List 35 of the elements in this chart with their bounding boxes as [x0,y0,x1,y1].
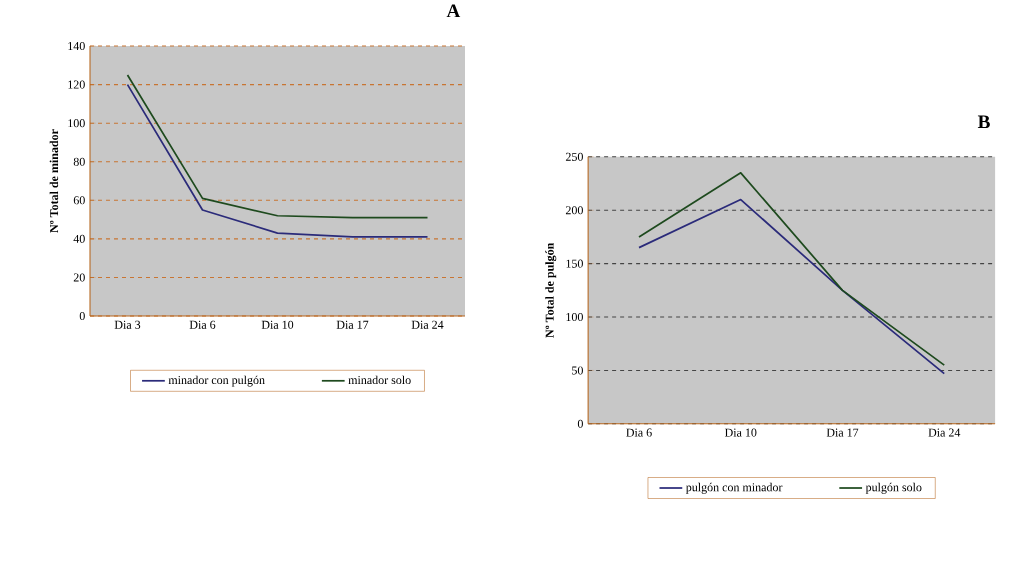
legend-label: minador con pulgón [168,375,265,387]
y-tick-label: 100 [566,313,583,322]
x-tick-label: Dia 10 [261,320,294,329]
line-series [126,74,429,219]
x-tick-label: Dia 6 [189,320,216,329]
legend-label: minador solo [348,375,411,385]
x-tick-label: Dia 3 [114,320,141,329]
x-tick-label: Dia 24 [411,320,444,329]
y-axis-title: Nº Total de minador [49,129,59,233]
y-tick-label: 200 [565,206,583,215]
x-tick-label: Dia 17 [826,428,859,437]
x-tick-label: Dia 6 [626,428,652,437]
y-tick-label: 0 [577,419,583,428]
x-tick-label: Dia 17 [336,320,369,329]
chart-title: A [446,4,461,18]
y-tick-label: 150 [566,259,583,268]
y-tick-label: 40 [73,234,85,244]
y-axis-title: Nº Total de pulgón [545,243,557,338]
y-tick-label: 120 [68,80,85,89]
x-tick-label: Dia 10 [724,428,757,437]
x-tick-label: Dia 24 [928,428,961,437]
chart-title: B [977,115,990,129]
y-tick-label: 20 [73,273,85,282]
y-tick-label: 60 [73,196,85,205]
y-tick-label: 140 [68,42,85,51]
line-series [638,172,946,367]
y-tick-label: 80 [73,157,85,166]
line-series [638,198,946,375]
line-series [126,83,429,238]
y-tick-label: 0 [79,312,85,321]
y-tick-label: 100 [68,119,85,128]
y-tick-label: 50 [572,366,583,375]
y-tick-label: 250 [565,152,583,161]
legend-label: pulgón solo [865,482,922,494]
legend-label: pulgón con minador [685,482,783,494]
